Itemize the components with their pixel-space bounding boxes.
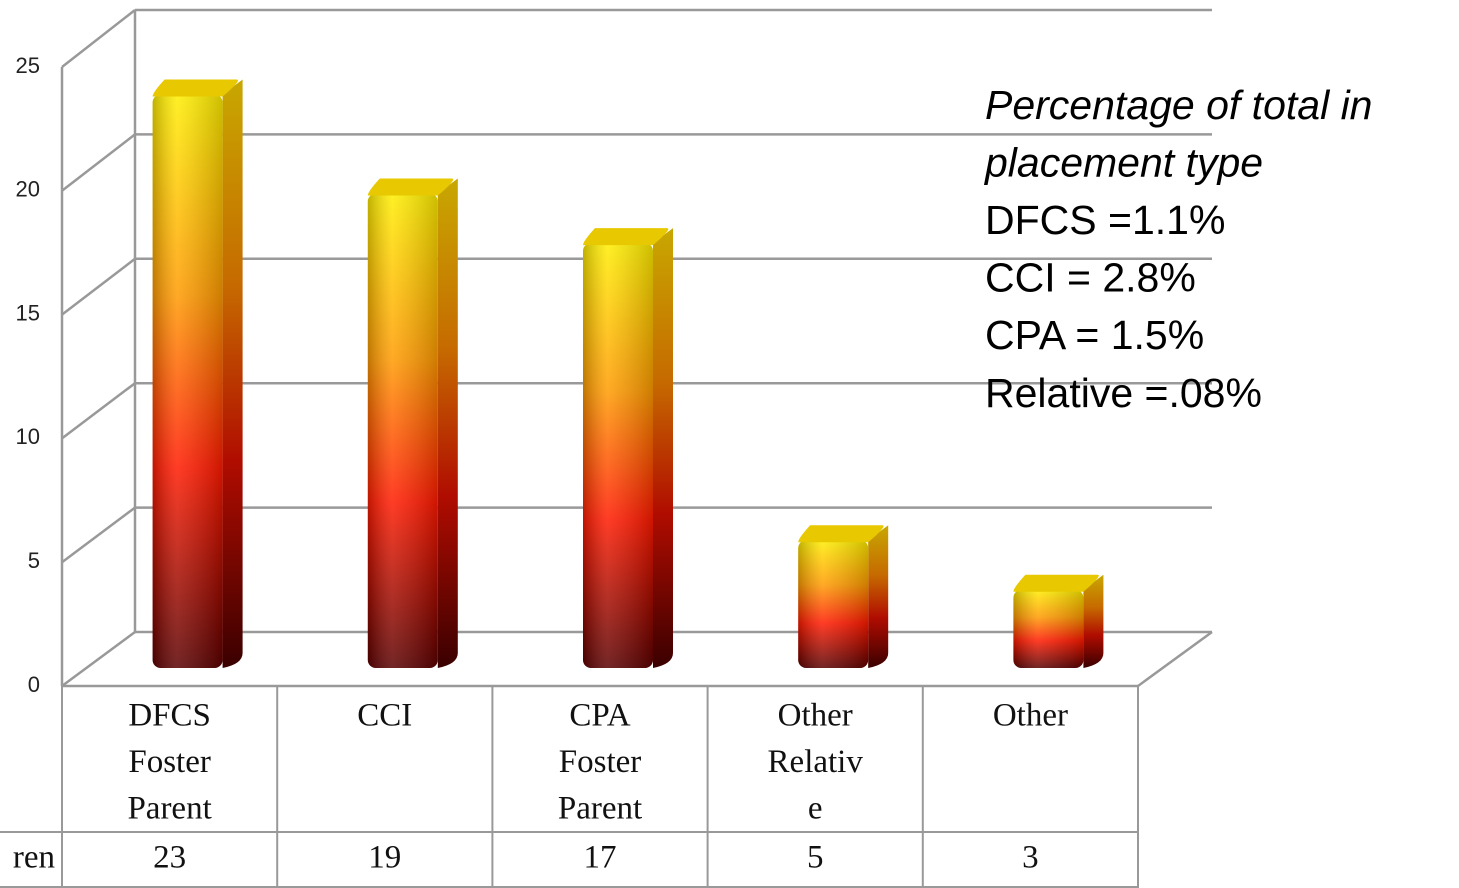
grid-line [61, 257, 136, 316]
frame [60, 10, 1213, 688]
table-value: 19 [368, 840, 401, 876]
bar-part [798, 540, 869, 668]
bar [583, 228, 673, 668]
bar-part [437, 178, 458, 668]
bar [1013, 574, 1104, 668]
grid-line [61, 9, 136, 68]
annotation-line: CCI = 2.8% [985, 255, 1196, 301]
x-tick-label: CCI [357, 698, 412, 734]
table-value: 5 [807, 840, 824, 876]
table-value: 17 [584, 840, 617, 876]
y-tick-label: 5 [28, 548, 40, 573]
row-label: ren [13, 840, 55, 876]
bar-part [367, 193, 438, 668]
y-tick-label: 15 [16, 300, 40, 325]
bar-part [1013, 589, 1084, 668]
bar [798, 525, 889, 668]
bar-part [367, 178, 454, 196]
bar [152, 79, 243, 668]
data-table [0, 831, 1138, 888]
grid-line [61, 382, 136, 440]
y-tick-label: 10 [16, 424, 40, 449]
bar-part [653, 228, 673, 668]
bar-part [222, 79, 243, 668]
annotation-line: CPA = 1.5% [985, 312, 1204, 358]
table-value: 23 [153, 840, 186, 876]
x-tick-label: Other [778, 698, 853, 734]
bar-part [152, 79, 238, 97]
x-tick-label: Parent [558, 791, 642, 827]
annotation-line: DFCS =1.1% [985, 197, 1225, 243]
annotation-title: placement type [983, 139, 1263, 185]
y-tick-label: 0 [28, 672, 40, 697]
grid-line [61, 133, 136, 192]
x-tick-label: Relativ [768, 744, 864, 780]
bar [367, 178, 458, 668]
bar-part [868, 525, 889, 668]
x-tick-label: Parent [127, 791, 211, 827]
table-value: 3 [1022, 840, 1039, 876]
bar-part [583, 243, 653, 668]
bar-part [1013, 574, 1099, 592]
y-tick-label: 20 [16, 177, 40, 202]
x-tick-label: e [808, 791, 823, 827]
x-tick-label: Foster [128, 744, 211, 780]
bar-part [798, 525, 884, 543]
annotation-title: Percentage of total in [985, 82, 1372, 128]
x-tick-label: CPA [569, 698, 630, 734]
bar-part [583, 228, 669, 246]
bar-part [1083, 574, 1104, 668]
bar-part [152, 94, 223, 668]
annotation-line: Relative =.08% [985, 370, 1262, 416]
x-tick-label: DFCS [128, 698, 211, 734]
x-tick-label: Foster [559, 744, 642, 780]
grid-line [61, 506, 136, 564]
grid-line [61, 630, 136, 688]
y-tick-label: 25 [16, 53, 40, 78]
x-tick-label: Other [993, 698, 1068, 734]
